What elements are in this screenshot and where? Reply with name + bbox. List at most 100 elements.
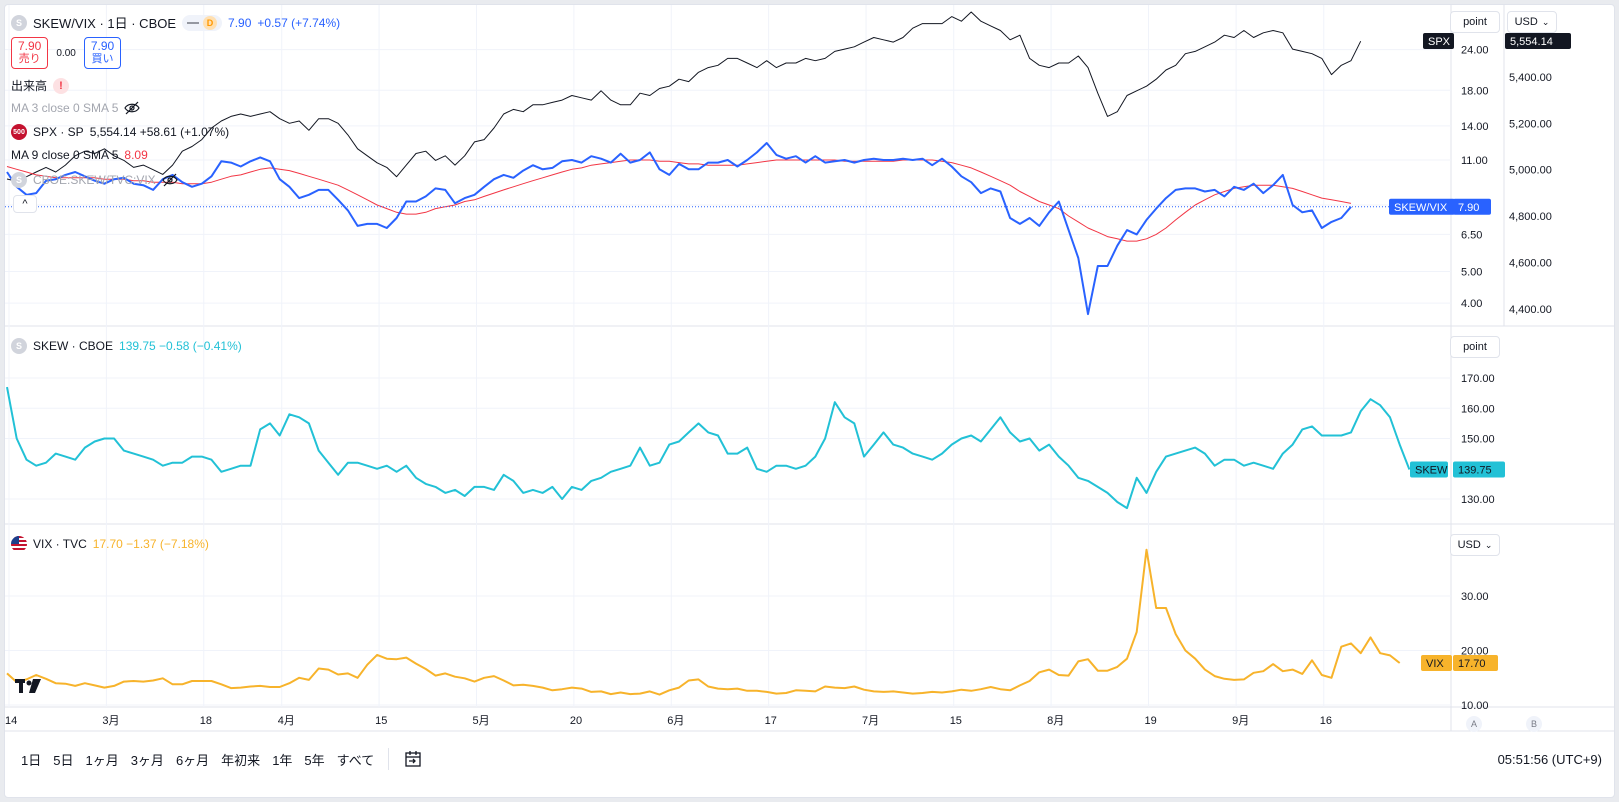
last-value-tag-bg bbox=[1453, 198, 1491, 215]
volume-label: 出来高 bbox=[11, 79, 48, 93]
ma9-legend-row[interactable]: MA 9 close 0 SMA 5 8.09 bbox=[11, 148, 148, 162]
spx-legend-row[interactable]: 500 SPX · SP 5,554.14 +58.61 (+1.07%) bbox=[11, 124, 229, 140]
compare-legend-row[interactable]: S CBOE:SKEW/TVC:VIX bbox=[11, 172, 178, 188]
hidden-eye-icon[interactable] bbox=[162, 173, 178, 187]
ma9-line bbox=[6, 159, 1352, 242]
vix-currency-select[interactable]: USD ⌄ bbox=[1450, 534, 1500, 556]
us-flag-icon bbox=[11, 536, 27, 552]
series-name-tag: SPX bbox=[1428, 36, 1451, 48]
volume-legend-row[interactable]: 出来高 ! bbox=[11, 77, 70, 94]
interval-pill[interactable]: D bbox=[182, 14, 223, 31]
range-5y[interactable]: 5年 bbox=[304, 752, 325, 768]
range-1y[interactable]: 1年 bbox=[272, 752, 293, 768]
chart-canvas[interactable]: 24.0018.0014.0011.008.006.505.004.00143月… bbox=[5, 5, 1615, 737]
x-axis-tick: 17 bbox=[765, 715, 777, 727]
skew-axis-tick: 170.00 bbox=[1461, 373, 1495, 385]
series-name-tag-bg bbox=[1389, 198, 1455, 215]
range-1d[interactable]: 1日 bbox=[21, 752, 42, 768]
last-value-tag-bg bbox=[1505, 33, 1571, 49]
skew-axis-tick: 150.00 bbox=[1461, 434, 1495, 446]
skew-symbol: SKEW · CBOE bbox=[33, 339, 114, 353]
spx-line bbox=[6, 11, 1362, 182]
left-axis-tick: 18.00 bbox=[1461, 85, 1489, 97]
main-change-value: +0.57 (+7.74%) bbox=[257, 15, 341, 30]
range-toolbar: 1日 5日 1ヶ月 3ヶ月 6ヶ月 年初来 1年 5年 すべて 05:51:56… bbox=[5, 737, 1614, 781]
range-5d[interactable]: 5日 bbox=[53, 752, 74, 768]
interval-dot-icon bbox=[187, 21, 200, 24]
range-1m[interactable]: 1ヶ月 bbox=[85, 752, 119, 768]
skew-vix-line bbox=[6, 142, 1352, 316]
skew-line bbox=[6, 386, 1411, 510]
spread-value: 0.00 bbox=[56, 47, 76, 59]
range-3m[interactable]: 3ヶ月 bbox=[130, 752, 164, 768]
go-to-date-icon[interactable] bbox=[397, 745, 429, 773]
last-value-tag-bg bbox=[1453, 461, 1505, 478]
right-axis-tick: 5,200.00 bbox=[1509, 118, 1552, 130]
left-axis-tick: 11.00 bbox=[1461, 155, 1488, 167]
left-axis-tick: 5.00 bbox=[1461, 267, 1482, 279]
ma3-legend-row[interactable]: MA 3 close 0 SMA 5 bbox=[11, 101, 141, 115]
spx-label: SPX · SP bbox=[33, 125, 84, 139]
skew-logo-icon: S bbox=[11, 338, 27, 354]
buy-button[interactable]: 7.90 買い bbox=[83, 37, 122, 69]
series-name-tag-bg bbox=[1410, 461, 1448, 478]
x-axis-tick: 20 bbox=[570, 715, 582, 727]
vix-axis-tick: 10.00 bbox=[1461, 700, 1489, 712]
toolbar-divider bbox=[388, 748, 390, 770]
currency-select[interactable]: USD ⌄ bbox=[1507, 11, 1557, 33]
x-axis-tick: 19 bbox=[1144, 715, 1156, 727]
left-axis-tick: 14.00 bbox=[1461, 121, 1489, 133]
chevron-down-icon: ⌄ bbox=[1541, 16, 1550, 27]
right-axis-tick: 4,800.00 bbox=[1509, 211, 1552, 223]
series-name-tag: SKEW/VIX bbox=[1394, 202, 1448, 214]
skew-legend-row[interactable]: S SKEW · CBOE 139.75 −0.58 (−0.41%) bbox=[11, 338, 242, 354]
range-6m[interactable]: 6ヶ月 bbox=[175, 752, 210, 768]
trade-buttons: 7.90 売り 0.00 7.90 買い bbox=[11, 37, 122, 69]
vix-axis-tick: 20.00 bbox=[1461, 646, 1489, 658]
clock-readout[interactable]: 05:51:56 (UTC+9) bbox=[1497, 751, 1602, 767]
scale-b-button[interactable]: B bbox=[1526, 716, 1542, 732]
tradingview-logo-icon[interactable] bbox=[15, 677, 43, 695]
range-ytd[interactable]: 年初来 bbox=[221, 752, 261, 768]
series-name-tag-bg bbox=[1423, 33, 1454, 49]
collapse-legend-button[interactable]: ^ bbox=[13, 195, 37, 213]
symbol-logo-icon: S bbox=[11, 14, 27, 31]
series-name-tag: SKEW bbox=[1415, 465, 1448, 477]
compare-logo-icon: S bbox=[11, 172, 27, 188]
x-axis-tick: 5月 bbox=[472, 715, 489, 727]
main-symbol-title[interactable]: SKEW/VIX · 1日 · CBOE bbox=[33, 16, 177, 31]
x-axis-tick: 18 bbox=[200, 715, 212, 727]
buy-label: 買い bbox=[91, 53, 114, 65]
series-name-tag-bg bbox=[1421, 655, 1452, 672]
right-axis-tick: 4,600.00 bbox=[1509, 258, 1552, 270]
vix-axis-tick: 30.00 bbox=[1461, 591, 1489, 603]
last-value-tag: 17.70 bbox=[1458, 658, 1486, 670]
main-scale-mode-button[interactable]: point bbox=[1450, 11, 1500, 33]
spx-logo-icon: 500 bbox=[11, 124, 27, 140]
last-value-tag: 5,554.14 bbox=[1510, 36, 1553, 48]
range-all[interactable]: すべて bbox=[336, 752, 375, 768]
x-axis-tick: 3月 bbox=[102, 715, 119, 727]
spx-values: 5,554.14 +58.61 (+1.07%) bbox=[89, 125, 230, 139]
x-axis-tick: 14 bbox=[5, 715, 17, 727]
x-axis-tick: 16 bbox=[1320, 715, 1332, 727]
skew-scale-mode-button[interactable]: point bbox=[1450, 336, 1500, 358]
right-axis-tick: 4,400.00 bbox=[1509, 304, 1552, 316]
x-axis-tick: 8月 bbox=[1047, 715, 1064, 727]
hidden-eye-icon[interactable] bbox=[124, 101, 141, 115]
vix-line bbox=[6, 548, 1401, 696]
last-value-tag: 7.90 bbox=[1458, 202, 1479, 214]
scale-a-button[interactable]: A bbox=[1466, 716, 1482, 732]
vix-legend-row[interactable]: VIX · TVC 17.70 −1.37 (−7.18%) bbox=[11, 536, 209, 552]
x-axis-tick: 6月 bbox=[667, 715, 684, 727]
series-name-tag: VIX bbox=[1426, 658, 1444, 670]
sell-button[interactable]: 7.90 売り bbox=[11, 37, 49, 69]
ma9-value: 8.09 bbox=[124, 148, 148, 162]
x-axis-tick: 9月 bbox=[1232, 715, 1249, 727]
main-legend-row: S SKEW/VIX · 1日 · CBOE D 7.90 +0.57 (+7.… bbox=[11, 13, 340, 32]
right-axis-tick: 5,000.00 bbox=[1509, 165, 1552, 177]
volume-warning-icon[interactable]: ! bbox=[53, 77, 70, 94]
x-axis-tick: 15 bbox=[950, 715, 962, 727]
vix-symbol: VIX · TVC bbox=[33, 537, 87, 551]
ma3-label: MA 3 close 0 SMA 5 bbox=[11, 101, 119, 115]
